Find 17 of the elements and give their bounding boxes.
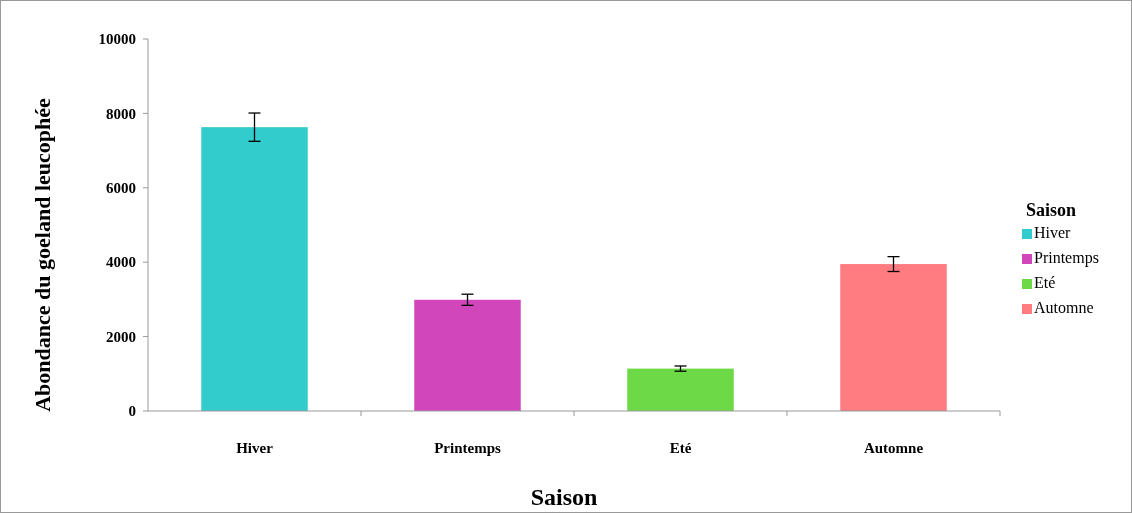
y-tick-label: 0 — [128, 403, 136, 420]
y-tick-label: 8000 — [106, 105, 136, 122]
y-axis-title: Abondance du goeland leucophée — [30, 97, 55, 412]
y-tick-label: 10000 — [98, 31, 136, 48]
x-tick-label: Printemps — [434, 440, 501, 456]
x-axis-title: Saison — [530, 484, 598, 510]
legend-label: Eté — [1034, 274, 1056, 291]
x-tick-label: Eté — [669, 440, 692, 456]
x-tick-label: Automne — [863, 440, 924, 456]
legend-label: Automne — [1034, 299, 1094, 316]
y-tick-label: 6000 — [106, 180, 136, 197]
legend-title: Saison — [1026, 200, 1077, 220]
legend-label: Printemps — [1034, 249, 1099, 267]
x-tick-label: Hiver — [236, 440, 274, 456]
y-tick-label: 4000 — [106, 254, 136, 271]
legend-label: Hiver — [1034, 224, 1072, 241]
y-tick-label: 2000 — [106, 328, 136, 345]
